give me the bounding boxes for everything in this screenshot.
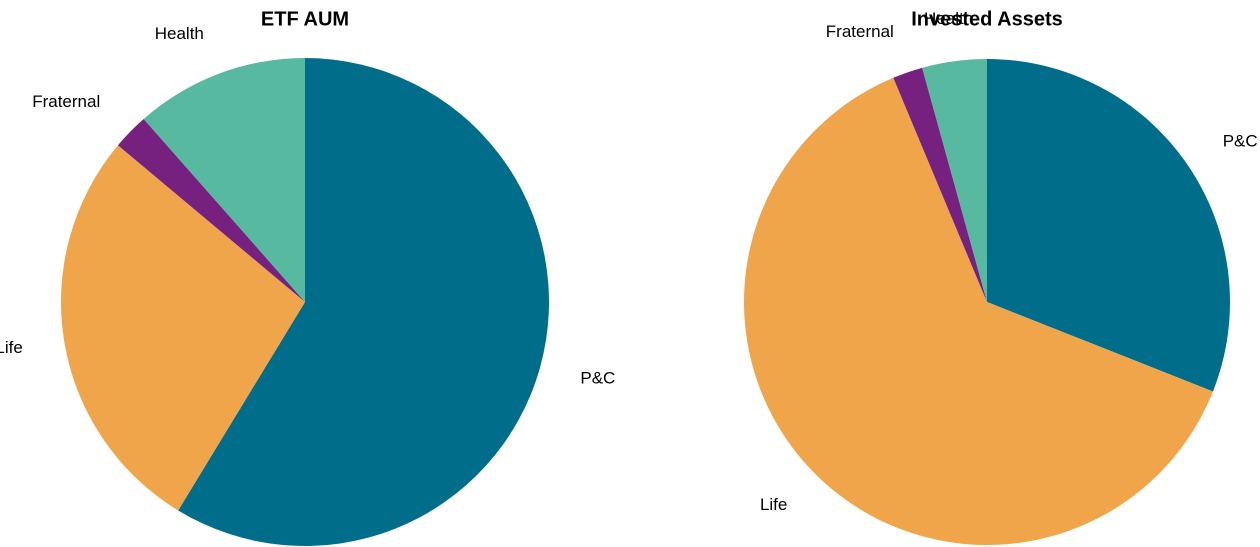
- slice-label: P&C: [580, 369, 615, 388]
- pie-slice: [744, 77, 1213, 545]
- pie-slice: [987, 59, 1230, 392]
- chart-title: Invested Assets: [911, 8, 1063, 30]
- pie-slice: [893, 67, 987, 302]
- pie-slice: [143, 57, 305, 302]
- slice-label: Fraternal: [32, 92, 100, 111]
- pie-slice: [922, 59, 987, 302]
- slice-label: Fraternal: [826, 22, 894, 41]
- slice-label: Life: [0, 338, 23, 357]
- slice-label: P&C: [1223, 131, 1258, 150]
- slice-label: Health: [924, 9, 973, 28]
- slice-label: Health: [155, 24, 204, 43]
- pie-slice: [61, 145, 306, 511]
- pie-slice: [178, 58, 550, 546]
- chart-title: ETF AUM: [261, 8, 349, 30]
- pie-slice: [117, 118, 305, 302]
- slice-label: Life: [760, 495, 787, 514]
